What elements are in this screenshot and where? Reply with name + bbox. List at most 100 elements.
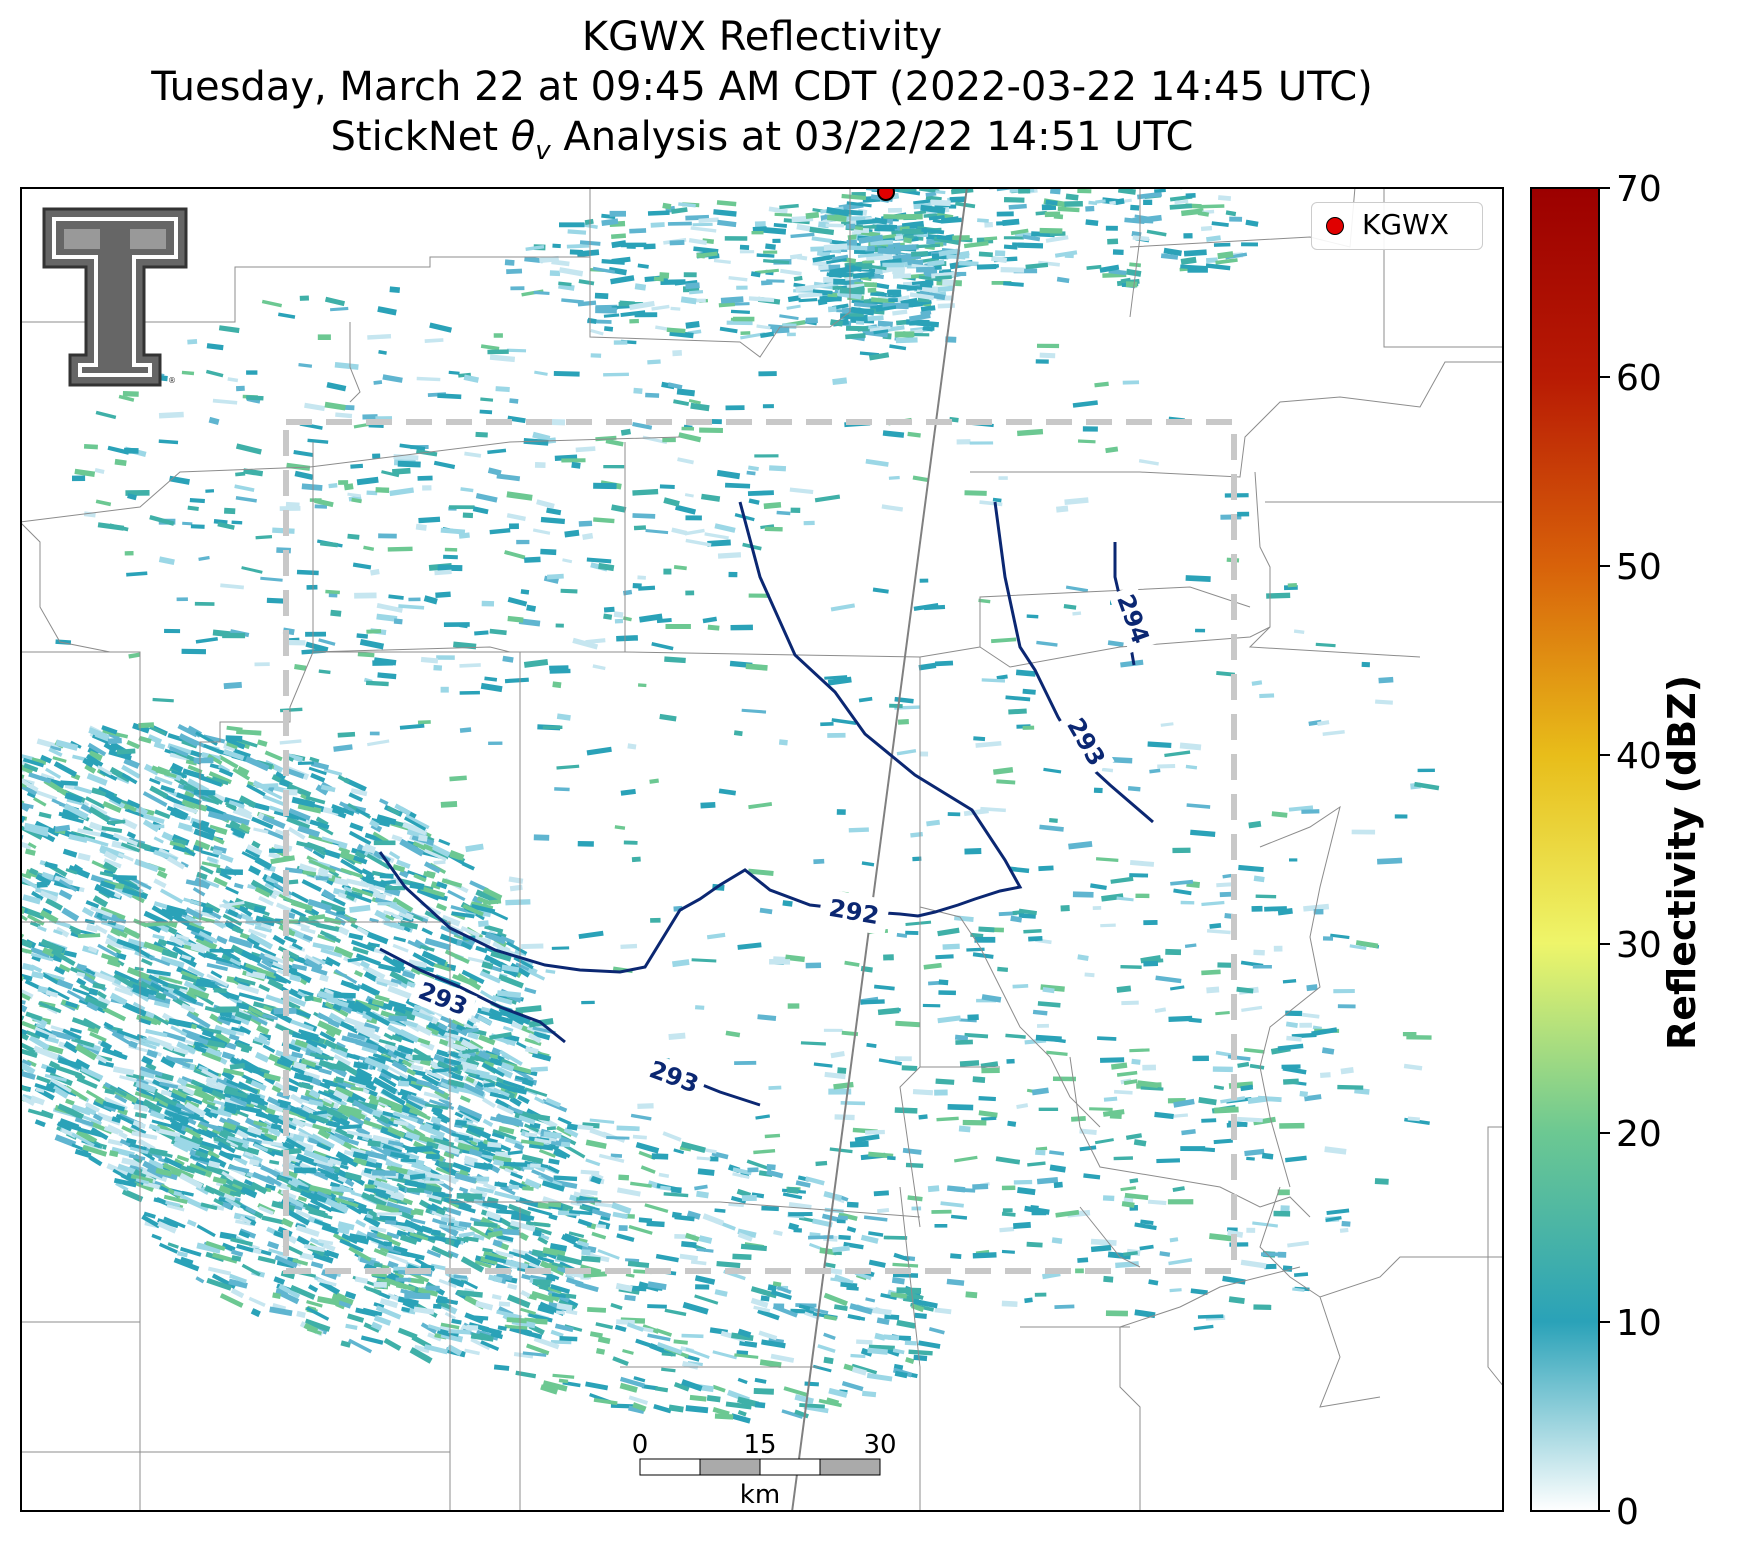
echo-gate [151, 1013, 170, 1026]
echo-gate [184, 790, 195, 799]
echo-gate [155, 991, 167, 1001]
echo-gate [425, 870, 436, 878]
echo-gate [257, 920, 272, 930]
echo-gate [240, 949, 262, 964]
echo-gate [669, 240, 685, 246]
echo-gate [815, 1160, 828, 1167]
echo-gate [193, 828, 215, 841]
echo-gate [724, 236, 748, 241]
echo-gate [96, 1112, 122, 1126]
echo-gate [28, 1035, 50, 1051]
echo-gate [152, 933, 165, 940]
echo-gate [265, 875, 280, 885]
echo-gate [401, 970, 416, 980]
echo-gate [53, 929, 63, 936]
echo-gate [257, 739, 268, 747]
echo-gate [571, 461, 581, 469]
echo-gate [319, 974, 329, 982]
echo-gate [665, 623, 691, 630]
echo-gate [265, 1107, 276, 1116]
echo-gate [177, 724, 198, 738]
echo-gate [337, 774, 351, 784]
echo-gate [181, 648, 206, 655]
echo-gate [424, 937, 452, 951]
echo-gate [897, 213, 923, 220]
echo-gate [246, 844, 263, 856]
echo-gate [196, 871, 208, 880]
echo-gate [754, 454, 779, 458]
echo-gate [54, 1134, 77, 1148]
echo-gate [304, 1318, 331, 1332]
echo-gate [43, 972, 65, 981]
echo-gate [34, 887, 59, 898]
echo-gate [97, 995, 111, 1007]
echo-gate [52, 756, 67, 763]
echo-gate [197, 1122, 209, 1132]
echo-gate [158, 975, 183, 985]
echo-gate [39, 890, 59, 902]
echo-gate [146, 1049, 158, 1059]
echo-gate [169, 752, 191, 762]
echo-gate [367, 931, 389, 945]
echo-gate [754, 221, 766, 228]
echo-gate [148, 974, 169, 987]
echo-gate [429, 962, 452, 972]
echo-gate [263, 1133, 278, 1141]
echo-gate [892, 268, 905, 276]
echo-gate [397, 1080, 410, 1087]
echo-gate [349, 822, 364, 832]
echo-gate [513, 956, 534, 970]
echo-gate [360, 1335, 384, 1345]
echo-gate [244, 1011, 268, 1026]
echo-gate [104, 791, 123, 805]
echo-gate [138, 1017, 152, 1026]
echo-gate [481, 961, 494, 970]
echo-gate [347, 1032, 366, 1041]
echo-gate [383, 891, 393, 897]
echo-gate [192, 886, 206, 897]
echo-gate [298, 915, 320, 927]
echo-gate [533, 834, 550, 841]
echo-gate [408, 597, 421, 602]
echo-gate [231, 520, 243, 525]
echo-gate [92, 895, 109, 908]
echo-gate [379, 1298, 399, 1309]
echo-gate [256, 961, 277, 975]
echo-gate [1157, 764, 1176, 769]
echo-gate [843, 245, 868, 251]
echo-gate [86, 773, 108, 786]
echo-gate [321, 836, 343, 846]
echo-gate [158, 1157, 169, 1164]
echo-gate [228, 935, 254, 949]
echo-gate [131, 983, 158, 996]
echo-gate [354, 970, 364, 978]
echo-gate [404, 1292, 431, 1300]
echo-gate [425, 1285, 440, 1291]
echo-gate [613, 611, 624, 618]
echo-gate [131, 877, 152, 891]
echo-gate [153, 999, 171, 1009]
echo-gate [461, 861, 475, 871]
echo-gate [286, 783, 312, 798]
echo-gate [222, 632, 246, 639]
echo-gate [603, 465, 625, 469]
echo-gate [456, 1193, 483, 1200]
echo-gate [312, 942, 335, 952]
echo-gate [386, 805, 401, 816]
echo-gate [153, 824, 165, 829]
echo-gate [489, 1091, 510, 1101]
echo-gate [828, 306, 837, 313]
echo-gate [825, 223, 844, 228]
echo-gate [387, 985, 414, 1000]
echo-gate [443, 622, 470, 627]
echo-gate [291, 1051, 304, 1059]
echo-gate [498, 1008, 518, 1021]
echo-gate [647, 210, 670, 216]
echo-gate [887, 289, 902, 296]
echo-gate [167, 743, 193, 756]
echo-gate [366, 629, 382, 634]
echo-gate [1107, 238, 1119, 245]
echo-gate [626, 245, 636, 249]
echo-gate [444, 547, 458, 552]
echo-gate [175, 933, 190, 942]
